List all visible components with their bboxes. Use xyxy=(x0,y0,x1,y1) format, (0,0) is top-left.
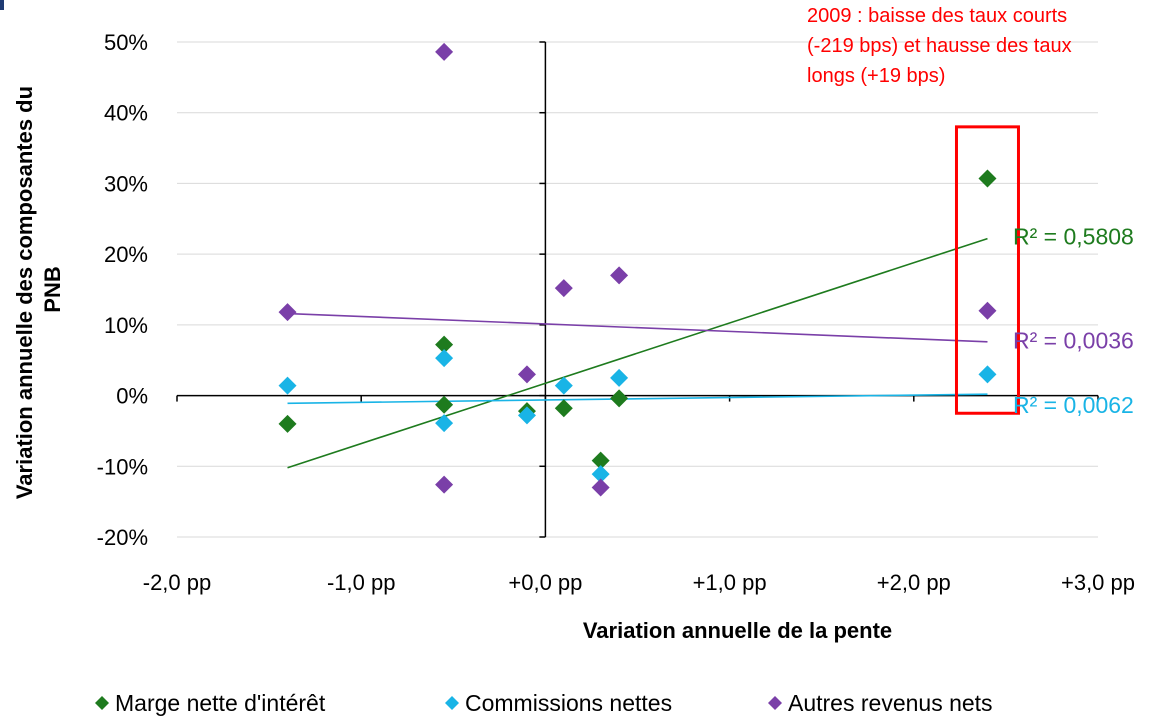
data-point-series-1 xyxy=(435,414,454,433)
legend-marker-series-2 xyxy=(768,696,782,710)
y-tick-label: -20% xyxy=(97,525,148,550)
trendline-series-1 xyxy=(287,393,988,405)
data-point-series-2 xyxy=(610,266,629,285)
data-point-series-0 xyxy=(435,395,454,414)
r2-labels: R² = 0,5808 R² = 0,0036 R² = 0,0062 xyxy=(1013,223,1134,417)
data-point-series-1 xyxy=(435,349,454,368)
annotation-line: 2009 : baisse des taux courts xyxy=(807,5,1067,27)
data-point-series-1 xyxy=(517,406,536,425)
data-point-series-0 xyxy=(610,389,629,408)
trendline-series-2 xyxy=(287,312,988,343)
highlight-box xyxy=(954,125,1020,415)
data-point-series-1 xyxy=(978,365,997,384)
data-point-series-2 xyxy=(591,478,610,497)
y-axis-title: Variation annuelle des composantes du PN… xyxy=(12,80,65,499)
data-point-series-2 xyxy=(554,279,573,298)
data-points xyxy=(278,42,997,497)
data-point-series-1 xyxy=(610,368,629,387)
legend-label-series-0: Marge nette d'intérêt xyxy=(115,690,326,716)
data-point-series-1 xyxy=(591,465,610,484)
annotation-line: longs (+19 bps) xyxy=(807,65,945,87)
data-point-series-2 xyxy=(435,42,454,61)
legend: Marge nette d'intérêt Commissions nettes A… xyxy=(95,690,993,716)
legend-marker-series-1 xyxy=(445,696,459,710)
r2-label-series-2: R² = 0,0036 xyxy=(1013,327,1134,353)
y-axis-title-line-2: PNB xyxy=(40,266,65,312)
corner-marker xyxy=(0,0,4,10)
axes xyxy=(176,41,1099,538)
trendline-series-0 xyxy=(287,237,988,469)
legend-label-series-2: Autres revenus nets xyxy=(788,690,993,716)
data-point-series-2 xyxy=(435,475,454,494)
data-point-series-0 xyxy=(591,451,610,470)
y-axis-title-line-1: Variation annuelle des composantes du xyxy=(12,86,37,499)
y-tick-label: 40% xyxy=(104,101,148,126)
annotation: 2009 : baisse des taux courts (-219 bps) … xyxy=(807,5,1072,415)
tick-labels: -20% -10% 0% 10% 20% 30% 40% 50% -2,0 pp -1,0 pp +… xyxy=(97,30,1135,595)
data-point-series-0 xyxy=(978,169,997,188)
y-tick-label: 30% xyxy=(104,171,148,196)
x-tick-label: +3,0 pp xyxy=(1061,570,1135,595)
data-point-series-0 xyxy=(435,335,454,354)
data-point-series-0 xyxy=(278,414,297,433)
r2-label-series-0: R² = 0,5808 xyxy=(1013,223,1134,249)
x-axis-title: Variation annuelle de la pente xyxy=(583,618,892,643)
data-point-series-2 xyxy=(978,301,997,320)
x-tick-label: +2,0 pp xyxy=(877,570,951,595)
gridlines xyxy=(177,41,1098,538)
data-point-series-1 xyxy=(278,376,297,395)
r2-label-series-1: R² = 0,0062 xyxy=(1013,392,1134,418)
x-tick-label: +1,0 pp xyxy=(693,570,767,595)
y-tick-label: 0% xyxy=(116,384,148,409)
data-point-series-1 xyxy=(554,376,573,395)
x-tick-label: -2,0 pp xyxy=(143,570,212,595)
annotation-line: (-219 bps) et hausse des taux xyxy=(807,35,1072,57)
y-tick-label: -10% xyxy=(97,454,148,479)
x-tick-label: +0,0 pp xyxy=(508,570,582,595)
y-tick-label: 50% xyxy=(104,30,148,55)
legend-label-series-1: Commissions nettes xyxy=(465,690,672,716)
data-point-series-0 xyxy=(554,399,573,418)
trendlines xyxy=(287,237,988,469)
x-tick-label: -1,0 pp xyxy=(327,570,396,595)
y-tick-label: 20% xyxy=(104,242,148,267)
data-point-series-2 xyxy=(278,303,297,322)
data-point-series-2 xyxy=(517,365,536,384)
y-tick-label: 10% xyxy=(104,313,148,338)
legend-marker-series-0 xyxy=(95,696,109,710)
